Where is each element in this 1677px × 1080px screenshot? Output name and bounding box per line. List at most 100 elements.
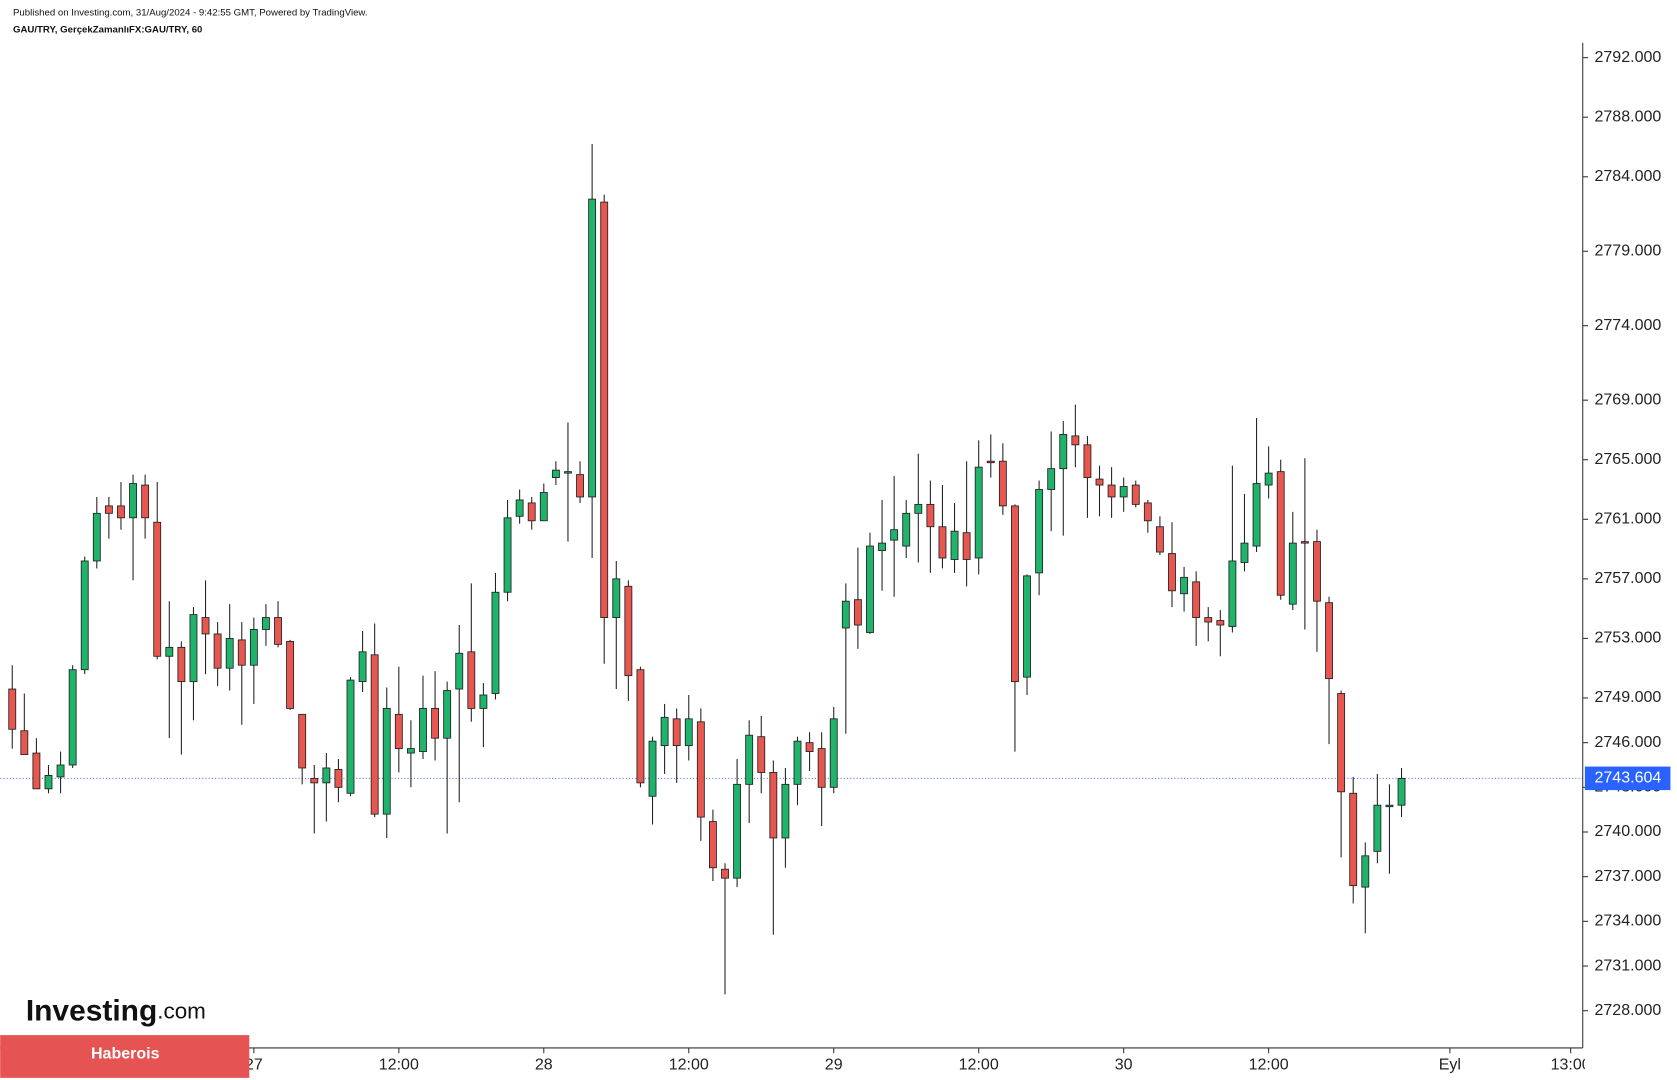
candle-body (745, 734, 754, 785)
candle-body (310, 777, 319, 784)
candle-body (1204, 617, 1213, 623)
candle-body (201, 617, 210, 635)
candle-body (781, 783, 790, 839)
candle-body (1288, 542, 1297, 605)
candle-body (672, 718, 681, 747)
candle-body (588, 198, 597, 498)
candle-body (1011, 505, 1019, 683)
candle-body (1361, 855, 1370, 888)
candle-body (117, 505, 125, 519)
x-tick-label: Eyl (1439, 1055, 1461, 1073)
candle-body (890, 529, 899, 541)
candle-body (382, 707, 391, 815)
candle-body (249, 629, 258, 666)
candle-body (262, 617, 270, 630)
candle-body (660, 716, 669, 747)
candle-body (1107, 484, 1116, 498)
candle-body (165, 646, 174, 657)
candle-body (491, 591, 500, 694)
candle-body (902, 512, 911, 547)
candle-body (1385, 804, 1394, 808)
candle-body (32, 752, 41, 790)
y-tick-label: 2740.000 (1595, 822, 1662, 840)
candle-body (600, 201, 609, 618)
candle-body (648, 740, 657, 797)
candle-body (153, 521, 162, 657)
x-tick-label: 30 (1115, 1055, 1133, 1073)
candle-body (322, 767, 331, 784)
candle-body (564, 471, 572, 474)
logo-brand-text: Investing (26, 995, 157, 1028)
y-tick-label: 2734.000 (1595, 912, 1662, 930)
y-tick-label: 2731.000 (1595, 956, 1662, 974)
y-tick-label: 2765.000 (1595, 450, 1662, 468)
candle-body (539, 492, 548, 522)
candle-body (769, 772, 778, 839)
logo-brand: Investing.com (26, 995, 206, 1028)
candle-body (1180, 576, 1189, 595)
candle-body (225, 637, 234, 669)
y-tick-label: 2749.000 (1595, 688, 1662, 706)
candle-body (394, 713, 403, 750)
plot-area: 2728.000 2731.000 2734.000 2737.000 2740.000… (0, 48, 1661, 1073)
last-price-box (1584, 766, 1671, 791)
candle-body (189, 614, 198, 683)
candle-body (503, 517, 512, 593)
candle-body (866, 545, 874, 633)
x-tick-label: 12:00 (669, 1055, 709, 1073)
candle-body (878, 542, 886, 551)
candle-body (974, 466, 983, 559)
candle-body (334, 769, 343, 788)
candle-body (467, 651, 476, 709)
candle-body (56, 764, 65, 778)
candle-body (708, 821, 717, 869)
candle-body (1373, 804, 1382, 852)
candle-body (92, 512, 101, 562)
candle-body (68, 669, 77, 766)
y-tick-label: 2737.000 (1595, 867, 1662, 885)
candle-body (684, 718, 693, 747)
candle-body (696, 721, 705, 818)
candle-body (1131, 484, 1140, 505)
x-tick-label: 28 (535, 1055, 553, 1073)
x-tick-label: 27 (245, 1055, 263, 1073)
candle-body (1192, 581, 1201, 618)
x-tick-label: 12:00 (379, 1055, 419, 1073)
candle-body (841, 600, 850, 629)
candle-body (914, 503, 923, 514)
candle-body (406, 748, 415, 754)
candle-body (986, 460, 995, 464)
candle-body (998, 460, 1007, 507)
candle-body (551, 469, 560, 479)
last-price-label: 2743.604 (1595, 769, 1662, 787)
candle-body (829, 718, 838, 788)
candle-body (1228, 560, 1237, 627)
candle-body (805, 742, 814, 753)
candle-body (733, 783, 742, 879)
candle-body (20, 730, 29, 755)
candle-body (1397, 777, 1406, 806)
y-tick-label: 2757.000 (1595, 569, 1662, 587)
candle-body (1059, 433, 1068, 470)
candle-body (177, 646, 186, 683)
candle-body (612, 578, 621, 618)
candle-body (443, 690, 452, 739)
candle-body (962, 532, 971, 560)
candle-body (1300, 541, 1309, 544)
candle-body (1313, 541, 1321, 602)
candle-body (515, 499, 524, 517)
candle-body (853, 599, 862, 626)
candle-body (213, 633, 222, 669)
x-tick-label: 12:00 (1249, 1055, 1289, 1073)
candle-body (237, 639, 246, 666)
candle-body (129, 483, 137, 519)
candle-body (1071, 435, 1080, 446)
candle-body (1349, 792, 1358, 887)
candle-body (419, 707, 427, 753)
candle-body (1083, 444, 1092, 479)
banner (0, 1035, 250, 1078)
candle-body (1264, 472, 1273, 486)
y-tick-label: 2779.000 (1595, 241, 1662, 259)
